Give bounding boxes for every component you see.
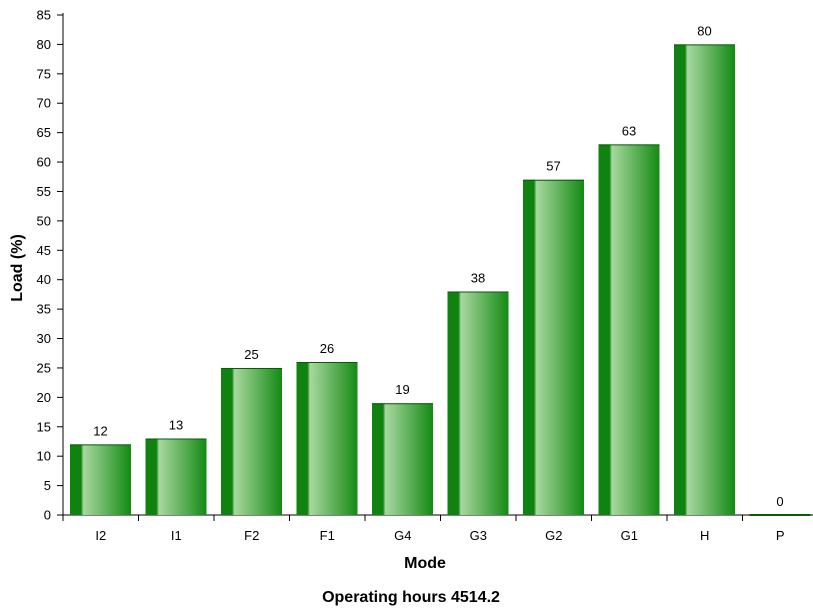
x-tick-label: P [776,528,785,543]
y-tick-label: 65 [37,125,51,140]
bar-value-label: 80 [697,23,711,38]
x-tick-label: G4 [394,528,411,543]
data-labels: 12 13 25 26 19 38 57 63 80 0 [93,23,783,509]
bar-g1 [598,144,660,516]
y-axis-title: Load (%) [9,234,26,302]
bar-i1 [145,438,207,515]
x-tick-label: G3 [470,528,487,543]
bar-h [674,44,735,515]
y-tick-label: 10 [37,449,51,464]
y-tick-label: 55 [37,184,51,199]
bar-value-label: 13 [169,418,183,433]
x-tick-label: I2 [95,528,106,543]
y-tick-label: 20 [37,390,51,405]
x-tick-label: G1 [621,528,638,543]
y-tick-label: 15 [37,419,51,434]
y-tick-label: 85 [37,8,51,23]
bar-f2 [221,367,282,515]
bar-value-label: 26 [320,341,334,356]
bar-g2 [523,179,584,516]
y-tick-label: 30 [37,331,51,346]
bar-f1 [296,362,358,515]
x-axis-title: Mode [404,555,446,572]
bar-value-label: 38 [471,270,485,285]
bar-g3 [447,291,509,515]
bar-value-label: 0 [776,494,783,509]
x-tick-label: H [700,528,709,543]
y-tick-label: 0 [44,508,51,523]
bars [70,44,811,516]
bar-value-label: 57 [546,159,560,174]
x-axis: I2 I1 F2 F1 G4 G3 G2 G1 H P [62,514,813,543]
y-tick-label: 45 [37,243,51,258]
bar-g4 [372,403,433,515]
y-tick-label: 40 [37,272,51,287]
bar-value-label: 12 [93,423,107,438]
y-tick-label: 50 [37,213,51,228]
bar-i2 [70,444,131,515]
x-tick-label: I1 [171,528,182,543]
y-tick-label: 35 [37,302,51,317]
y-tick-label: 70 [37,96,51,111]
y-tick-label: 75 [37,66,51,81]
bar-value-label: 19 [395,382,409,397]
y-tick-label: 80 [37,37,51,52]
x-tick-label: F2 [244,528,259,543]
y-tick-label: 60 [37,155,51,170]
y-tick-label: 5 [44,478,51,493]
y-tick-label: 25 [37,360,51,375]
bar-value-label: 63 [622,123,636,138]
chart-footer: Operating hours 4514.2 [322,589,500,606]
x-tick-label: F1 [320,528,335,543]
x-tick-label: G2 [545,528,562,543]
bar-value-label: 25 [244,347,258,362]
y-axis: 0 5 10 15 20 25 30 35 40 45 50 55 60 65 70 75 80 85 [37,8,64,523]
